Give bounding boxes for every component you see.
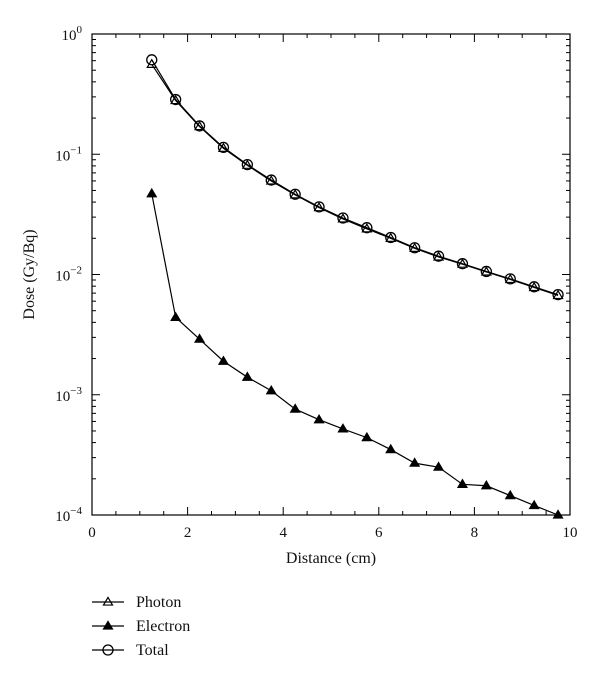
electron-line	[152, 194, 558, 515]
total-line	[152, 60, 558, 295]
legend-label: Photon	[136, 594, 181, 611]
legend-item-total: Total	[92, 642, 169, 659]
y-axis-title: Dose (Gy/Bq)	[21, 229, 38, 319]
electron-point	[171, 313, 180, 321]
electron-point	[410, 459, 419, 467]
legend-item-photon: Photon	[92, 594, 181, 611]
electron-point	[458, 480, 467, 488]
legend-item-electron: Electron	[92, 618, 190, 635]
y-tick-label: 10−2	[55, 265, 82, 285]
axes: 0 2 4 6 8 10 10−4 10−3 10−2 10−1 100 Distance (cm) D…	[21, 24, 578, 567]
x-tick-label: 6	[375, 525, 383, 541]
photon-line	[152, 64, 558, 295]
legend-label: Total	[136, 642, 169, 659]
y-tick-label: 10−4	[55, 505, 82, 525]
y-tick-label: 10−3	[55, 385, 82, 405]
series-electron	[147, 189, 562, 518]
electron-point	[386, 445, 395, 453]
legend-marker	[104, 597, 113, 605]
x-axis-title: Distance (cm)	[286, 550, 376, 567]
series-total	[147, 55, 563, 300]
x-tick-label: 0	[88, 525, 96, 541]
x-tick-label: 4	[279, 525, 287, 541]
electron-point	[291, 404, 300, 412]
legend-marker	[104, 621, 113, 629]
y-tick-label: 10−1	[55, 144, 82, 164]
electron-point	[267, 386, 276, 394]
electron-point	[147, 189, 156, 197]
series-photon	[147, 60, 562, 299]
electron-point	[243, 373, 252, 381]
series-layer	[147, 55, 563, 518]
legend-label: Electron	[136, 618, 190, 635]
x-tick-label: 8	[471, 525, 479, 541]
x-tick-label: 10	[563, 525, 578, 541]
legend: Photon Electron Total	[92, 594, 190, 659]
plot-frame	[92, 34, 570, 515]
y-tick-label: 100	[62, 24, 83, 44]
x-tick-label: 2	[184, 525, 192, 541]
